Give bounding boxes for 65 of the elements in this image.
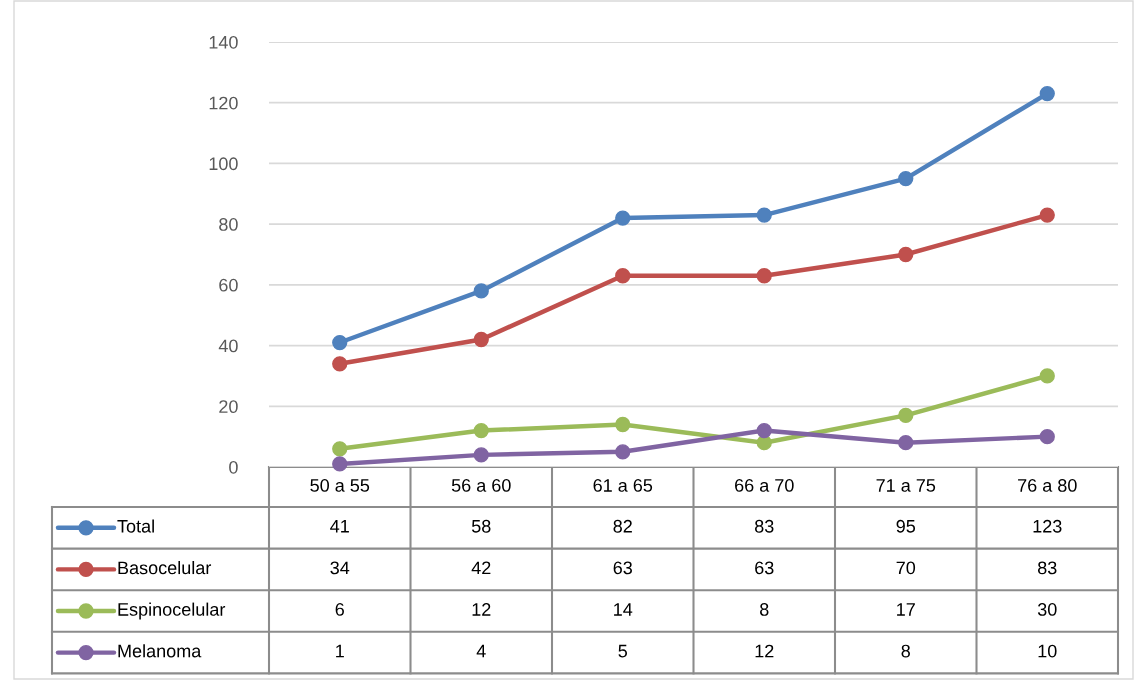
x-tick-label: 56 a 60 <box>451 479 511 492</box>
y-tick-label: 100 <box>209 157 238 171</box>
point <box>473 283 489 299</box>
x-tick-label: 76 a 80 <box>1018 479 1077 492</box>
data-label: 58 <box>471 519 491 533</box>
data-label: 34 <box>330 561 350 575</box>
point <box>615 268 631 284</box>
data-label: 17 <box>897 603 915 616</box>
y-tick-label: 0 <box>229 460 238 474</box>
point <box>473 331 489 348</box>
point <box>1039 429 1055 445</box>
point <box>1039 368 1055 384</box>
data-label: 8 <box>901 644 910 658</box>
point <box>756 207 772 223</box>
point <box>473 422 489 439</box>
data-label: 10 <box>1038 644 1057 658</box>
data-label: 6 <box>335 603 344 616</box>
data-label: 82 <box>613 519 632 533</box>
point <box>898 435 914 451</box>
point <box>615 210 631 226</box>
y-tick-label: 20 <box>219 400 238 414</box>
data-label: 12 <box>755 644 774 658</box>
x-tick-label: 50 a 55 <box>310 479 370 492</box>
point <box>1039 85 1055 102</box>
data-label: 4 <box>476 644 486 658</box>
y-tick-label: 140 <box>209 35 238 49</box>
data-label: 83 <box>754 519 774 533</box>
point <box>615 416 631 433</box>
data-label: 1 <box>336 644 344 658</box>
y-tick-label: 40 <box>218 339 238 353</box>
legend-label: Melanoma <box>118 644 202 658</box>
data-label: 63 <box>755 561 774 575</box>
data-label: 41 <box>330 520 349 533</box>
data-label: 83 <box>1037 561 1057 575</box>
point <box>898 407 914 424</box>
x-tick-label: 66 a 70 <box>735 479 794 492</box>
data-label: 63 <box>613 561 632 575</box>
point <box>756 268 772 284</box>
point <box>1039 207 1055 223</box>
point <box>898 246 914 263</box>
data-label: 42 <box>471 561 491 575</box>
y-tick-label: 60 <box>219 278 238 292</box>
data-label: 12 <box>472 603 491 616</box>
point <box>332 334 348 351</box>
legend-label: Espinocelular <box>118 602 226 620</box>
data-label: 70 <box>896 561 916 575</box>
point <box>332 456 348 472</box>
point <box>332 441 348 457</box>
data-label: 14 <box>614 603 633 616</box>
point <box>332 356 348 372</box>
data-label: 30 <box>1037 603 1057 616</box>
legend-label: Basocelular <box>118 560 212 575</box>
point <box>898 170 914 187</box>
legend-label: Total <box>117 519 154 533</box>
x-tick-label: 71 a 75 <box>876 479 936 492</box>
data-label: 123 <box>1033 519 1062 533</box>
data-label: 8 <box>760 603 769 616</box>
point <box>473 447 489 463</box>
y-tick-label: 120 <box>209 96 238 110</box>
data-label: 5 <box>618 644 628 658</box>
x-tick-label: 61 a 65 <box>593 479 653 492</box>
y-tick-label: 80 <box>219 218 238 231</box>
point <box>615 444 631 460</box>
point <box>756 422 772 439</box>
data-label: 95 <box>896 519 916 533</box>
